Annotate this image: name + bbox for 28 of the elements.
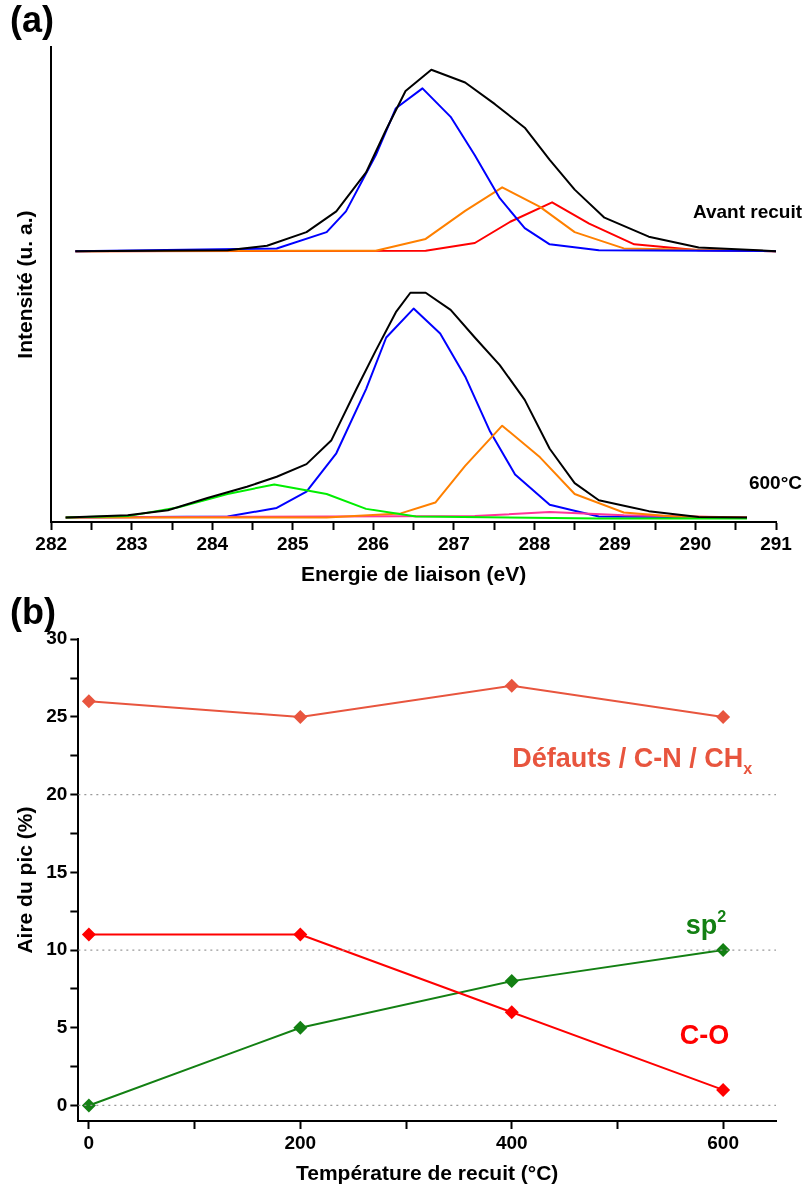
x-tick-label: 600 [707,1131,739,1153]
y-axis-title: Aire du pic (%) [13,806,37,954]
x-tick-label: 286 [357,532,390,554]
chart-title: (a) [10,0,54,40]
x-tick-label: 291 [760,532,793,554]
x-axis-title: Energie de liaison (eV) [300,562,527,586]
x-tick-label: 287 [438,532,470,554]
y-tick-label: 15 [46,860,68,882]
x-tick-label: 400 [495,1131,528,1153]
x-tick-label: 282 [35,532,68,554]
x-tick-label: 283 [115,532,148,554]
x-tick-label: 284 [196,532,229,554]
series-label: C-O [679,1019,730,1050]
x-tick-label: 285 [276,532,310,554]
x-axis-title: Température de recuit (°C) [295,1161,559,1185]
y-tick-label: 5 [56,1015,68,1037]
x-tick-label: 289 [599,532,631,554]
y-tick-label: 25 [46,705,68,727]
x-tick-label: 288 [518,532,551,554]
x-tick-label: 200 [284,1131,317,1153]
y-tick-label: 10 [46,938,68,960]
x-tick-label: 290 [679,532,712,554]
y-axis-title: Intensité (u. a.) [13,210,37,359]
annotation: 600°C [748,471,803,493]
annotation: Avant recuit [692,201,803,223]
y-tick-label: 0 [56,1093,68,1115]
y-tick-label: 20 [46,782,68,804]
x-tick-label: 0 [83,1131,95,1153]
